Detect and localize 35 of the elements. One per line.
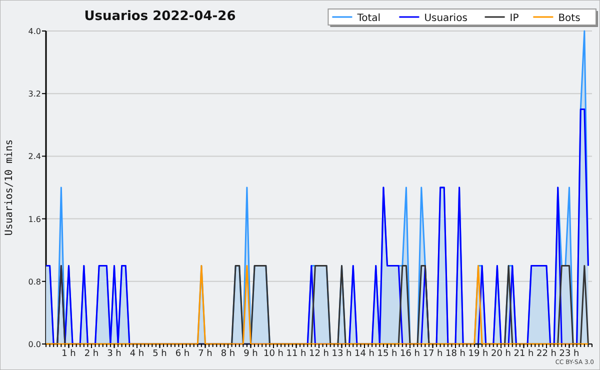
- x-tick-label: 12 h: [308, 349, 330, 359]
- y-tick-label: 4.0: [28, 27, 41, 36]
- x-tick-label: 20 h: [490, 349, 512, 359]
- x-tick-label: 13 h: [332, 349, 352, 359]
- x-tick-label: 9 h: [244, 349, 258, 359]
- legend-label: IP: [510, 13, 519, 24]
- x-tick-label: 10 h: [263, 349, 284, 359]
- x-tick-label: 1 h: [62, 349, 76, 359]
- y-tick-label: 1.6: [28, 214, 41, 224]
- y-tick-label: 0.8: [28, 277, 41, 286]
- x-tick-label: 22 h: [536, 349, 557, 359]
- x-tick-label: 23 h: [559, 349, 580, 359]
- x-tick-label: 4 h: [130, 349, 144, 359]
- x-tick-label: 6 h: [175, 349, 190, 359]
- x-tick-label: 19 h: [468, 349, 488, 359]
- x-tick-label: 18 h: [445, 349, 466, 359]
- y-tick-label: 3.2: [28, 90, 41, 99]
- x-tick-label: 16 h: [400, 349, 420, 359]
- x-tick-label: 17 h: [422, 349, 443, 359]
- y-tick-label: 2.4: [28, 152, 41, 162]
- y-axis-title: Usuarios/10 mins: [4, 139, 15, 236]
- x-tick-label: 14 h: [354, 349, 375, 359]
- x-tick-label: 5 h: [152, 349, 167, 359]
- legend-label: Usuarios: [424, 13, 468, 24]
- x-tick-label: 21 h: [514, 349, 534, 359]
- chart-title: Usuarios 2022-04-26: [84, 9, 236, 24]
- y-tick-label: 0.0: [28, 340, 41, 349]
- x-tick-label: 8 h: [220, 349, 236, 359]
- x-tick-label: 11 h: [286, 349, 306, 359]
- legend-label: Total: [356, 13, 381, 24]
- x-tick-label: 7 h: [198, 349, 212, 359]
- x-tick-label: 15 h: [377, 349, 398, 359]
- legend-label: Bots: [558, 13, 580, 24]
- x-tick-label: 3 h: [107, 349, 122, 359]
- x-tick-label: 2 h: [84, 349, 99, 359]
